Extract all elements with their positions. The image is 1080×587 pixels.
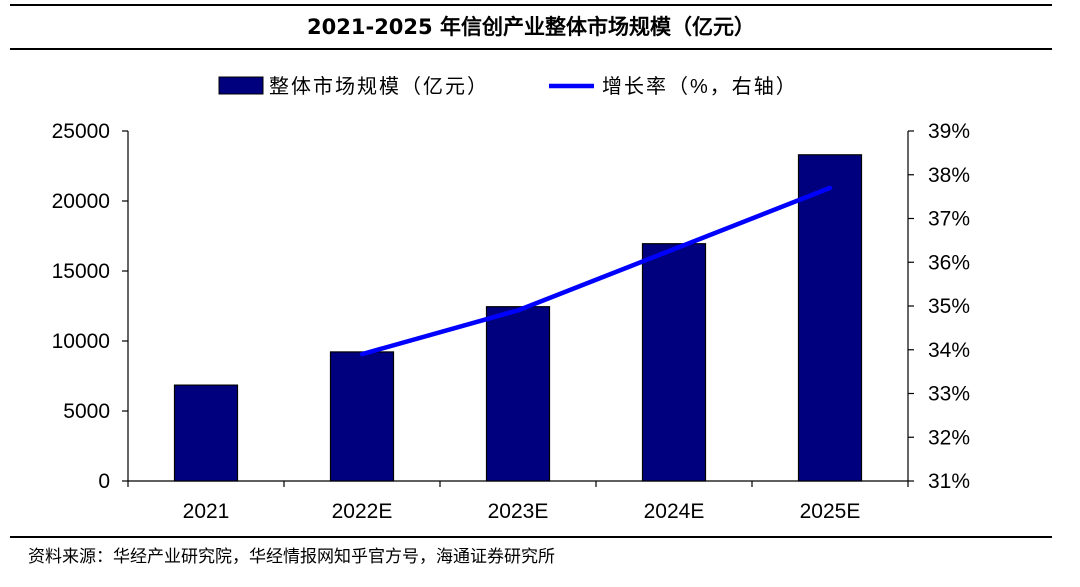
y-left-tick-label: 25000	[52, 120, 110, 143]
y-left-tick-label: 5000	[63, 400, 110, 423]
y-right-tick-label: 32%	[928, 426, 970, 449]
legend-bar-swatch	[218, 76, 264, 95]
growth-line	[359, 185, 833, 357]
y-right-tick-label: 33%	[928, 383, 970, 406]
x-tick-label: 2022E	[332, 500, 393, 523]
bars	[173, 154, 863, 482]
y-left-tick-label: 20000	[52, 190, 110, 213]
y-left-tick-label: 10000	[52, 330, 110, 353]
chart-canvas: 整体市场规模（亿元） 增长率（%，右轴） 0 5000 10000 15000 20000…	[52, 75, 970, 523]
x-tick-label: 2023E	[488, 500, 549, 523]
x-tick-label: 2025E	[800, 500, 861, 523]
y-right-tick-label: 34%	[928, 339, 970, 362]
growth-line-series	[359, 185, 833, 357]
x-tick-label: 2021	[183, 500, 230, 523]
y-right-tick-label: 31%	[928, 470, 970, 493]
x-tick-label: 2024E	[644, 500, 705, 523]
chart-title: 2021-2025 年信创产业整体市场规模（亿元）	[307, 15, 755, 39]
bar	[329, 351, 395, 482]
axes: 0 5000 10000 15000 20000 25000 31% 32% 33% 34% 35%…	[52, 120, 970, 523]
bar	[797, 154, 863, 482]
y-right-tick-label: 39%	[928, 120, 970, 143]
source-note: 资料来源：华经产业研究院，华经情报网知乎官方号，海通证券研究所	[28, 547, 555, 567]
legend-bar-label: 整体市场规模（亿元）	[269, 75, 489, 98]
y-left-tick-label: 0	[98, 470, 110, 493]
title-rule	[10, 48, 1052, 50]
y-left-tick-label: 15000	[52, 260, 110, 283]
legend-line-label: 增长率（%，右轴）	[602, 75, 798, 98]
y-right-tick-label: 35%	[928, 295, 970, 318]
top-rule	[10, 4, 1052, 6]
bar	[173, 384, 239, 482]
legend: 整体市场规模（亿元） 增长率（%，右轴）	[218, 75, 798, 98]
bar	[641, 243, 707, 482]
y-right-tick-label: 36%	[928, 251, 970, 274]
y-right-tick-label: 37%	[928, 208, 970, 231]
bar	[485, 306, 551, 482]
bottom-rule	[10, 536, 1052, 538]
y-right-tick-label: 38%	[928, 164, 970, 187]
